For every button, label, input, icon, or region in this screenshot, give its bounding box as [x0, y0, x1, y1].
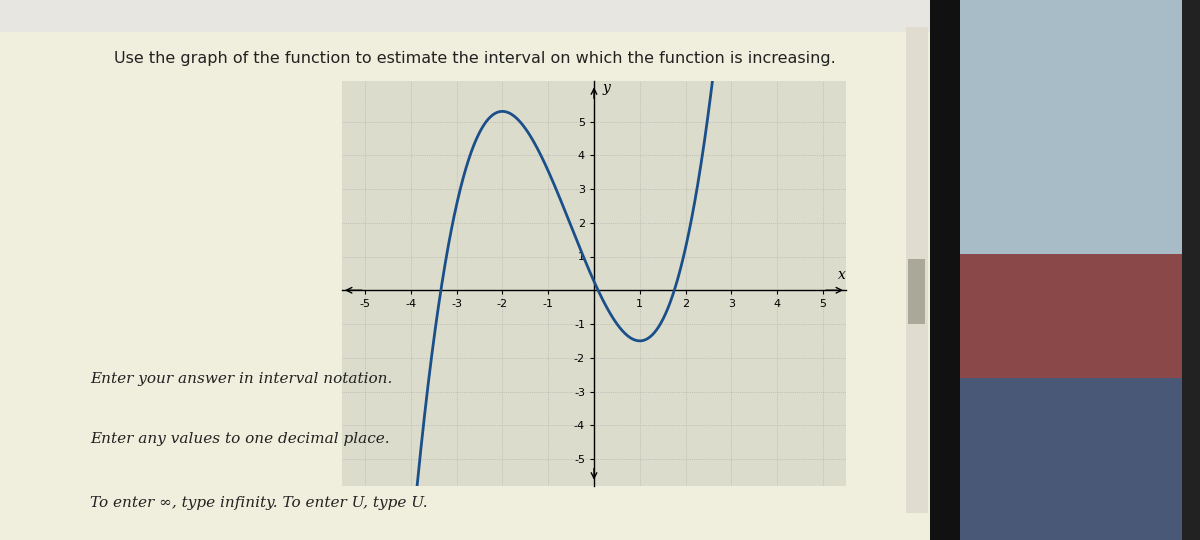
- Text: Enter your answer in interval notation.: Enter your answer in interval notation.: [90, 372, 392, 386]
- Text: x: x: [838, 268, 845, 282]
- Text: y: y: [602, 81, 610, 94]
- Text: Use the graph of the function to estimate the interval on which the function is : Use the graph of the function to estimat…: [114, 51, 835, 66]
- Text: Enter any values to one decimal place.: Enter any values to one decimal place.: [90, 431, 390, 446]
- Text: To enter ∞, type infinity. To enter U, type U.: To enter ∞, type infinity. To enter U, t…: [90, 496, 427, 510]
